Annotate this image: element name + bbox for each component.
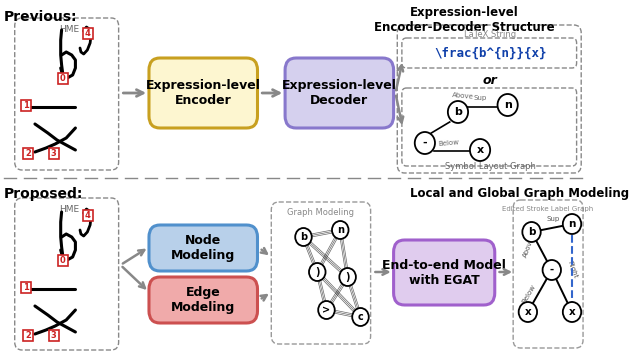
Text: Previous:: Previous: xyxy=(4,10,77,24)
Text: LaTeX String: LaTeX String xyxy=(464,30,516,39)
Text: 1: 1 xyxy=(23,101,29,110)
Text: Above: Above xyxy=(522,236,535,258)
Text: Expression-level
Encoder-Decoder Structure: Expression-level Encoder-Decoder Structu… xyxy=(374,6,555,34)
Bar xyxy=(49,330,59,341)
Circle shape xyxy=(415,132,435,154)
Text: Symbol Layout Graph: Symbol Layout Graph xyxy=(445,162,536,171)
Text: 2: 2 xyxy=(25,331,31,340)
Text: Sup: Sup xyxy=(474,95,486,101)
Text: Local and Global Graph Modeling: Local and Global Graph Modeling xyxy=(410,187,629,200)
Text: 0: 0 xyxy=(60,256,66,265)
FancyBboxPatch shape xyxy=(149,225,257,271)
Text: Proposed:: Proposed: xyxy=(4,187,83,201)
Text: HME: HME xyxy=(59,25,79,34)
Bar xyxy=(58,255,68,266)
Circle shape xyxy=(339,268,356,286)
Bar xyxy=(23,330,33,341)
Circle shape xyxy=(332,221,349,239)
Circle shape xyxy=(563,302,581,322)
Text: ): ) xyxy=(315,267,319,277)
Bar xyxy=(21,100,31,111)
Text: Right: Right xyxy=(566,260,579,280)
Text: Above: Above xyxy=(452,92,474,100)
Text: >: > xyxy=(323,305,330,315)
Text: Edited Stroke Label Graph: Edited Stroke Label Graph xyxy=(502,206,594,212)
Text: -: - xyxy=(550,265,554,275)
Text: Edge
Modeling: Edge Modeling xyxy=(171,286,236,314)
Circle shape xyxy=(318,301,335,319)
Circle shape xyxy=(543,260,561,280)
Circle shape xyxy=(470,139,490,161)
Text: x: x xyxy=(568,307,575,317)
FancyBboxPatch shape xyxy=(149,58,257,128)
Text: Expression-level
Encoder: Expression-level Encoder xyxy=(146,79,260,107)
Text: 2: 2 xyxy=(25,149,31,158)
Text: x: x xyxy=(477,145,484,155)
Text: Graph Modeling: Graph Modeling xyxy=(287,208,355,217)
Text: or: or xyxy=(483,74,497,86)
Bar xyxy=(83,28,93,39)
Text: End-to-end Model
with EGAT: End-to-end Model with EGAT xyxy=(382,259,506,287)
Text: 3: 3 xyxy=(51,149,57,158)
Circle shape xyxy=(448,101,468,123)
Text: b: b xyxy=(454,107,462,117)
Text: n: n xyxy=(568,219,576,229)
Text: Expression-level
Decoder: Expression-level Decoder xyxy=(282,79,397,107)
Bar xyxy=(49,148,59,159)
FancyBboxPatch shape xyxy=(394,240,495,305)
Text: 1: 1 xyxy=(23,283,29,292)
Circle shape xyxy=(518,302,537,322)
Text: Below: Below xyxy=(438,139,460,147)
Text: c: c xyxy=(358,312,364,322)
FancyBboxPatch shape xyxy=(149,277,257,323)
Circle shape xyxy=(295,228,312,246)
Bar xyxy=(21,282,31,293)
Text: -: - xyxy=(422,138,427,148)
Text: 4: 4 xyxy=(85,211,91,220)
Text: HME: HME xyxy=(59,205,79,214)
Bar xyxy=(23,148,33,159)
Text: b: b xyxy=(300,232,307,242)
Text: ): ) xyxy=(346,272,350,282)
Text: Sup: Sup xyxy=(546,216,559,222)
Text: x: x xyxy=(525,307,531,317)
Text: n: n xyxy=(504,100,511,110)
Circle shape xyxy=(522,222,541,242)
Circle shape xyxy=(309,263,326,281)
Circle shape xyxy=(497,94,518,116)
Text: Node
Modeling: Node Modeling xyxy=(171,234,236,262)
Circle shape xyxy=(352,308,369,326)
Text: n: n xyxy=(337,225,344,235)
Circle shape xyxy=(563,214,581,234)
Bar xyxy=(58,73,68,84)
Text: b: b xyxy=(528,227,535,237)
Bar xyxy=(83,210,93,221)
Text: 4: 4 xyxy=(85,29,91,38)
Text: Below: Below xyxy=(522,284,537,304)
Text: 3: 3 xyxy=(51,331,57,340)
Text: 0: 0 xyxy=(60,74,66,83)
Text: \frac{b^{n}}{x}: \frac{b^{n}}{x} xyxy=(434,46,547,59)
FancyBboxPatch shape xyxy=(285,58,394,128)
